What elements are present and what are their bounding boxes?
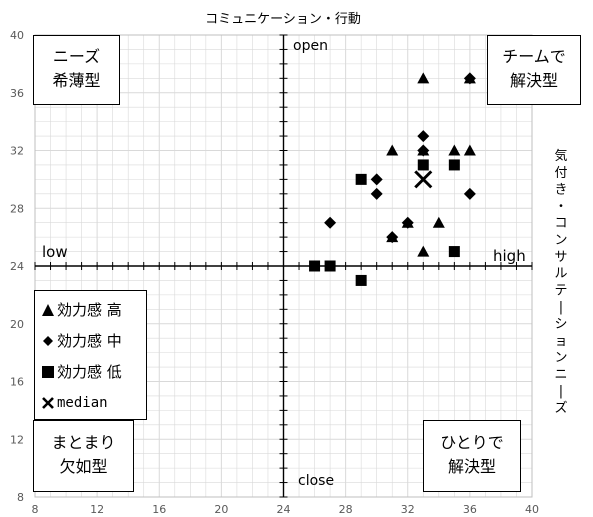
point-low — [355, 173, 367, 185]
point-low — [448, 159, 460, 171]
point-high — [417, 72, 430, 84]
axis-label-open: open — [293, 38, 328, 54]
axis-label-low: low — [42, 243, 68, 261]
axis-label-high: high — [493, 247, 526, 265]
point-high — [432, 216, 445, 228]
quadrant-top-right-line1: チームで — [502, 47, 566, 66]
y-axis-title: 気付き・コンサルテ|ションニ|ズ — [554, 148, 567, 416]
point-mid — [463, 187, 476, 200]
tick-labels: 8 12 16 20 24 28 32 36 40 8 12 16 20 24 28 32 36 40 — [10, 29, 539, 516]
x-tick-label: 36 — [463, 503, 477, 516]
y-tick-label: 24 — [10, 260, 24, 273]
y-tick-label: 8 — [17, 491, 24, 504]
quadrant-top-right: チームで 解決型 — [487, 35, 581, 105]
quadrant-top-left-line2: 希薄型 — [52, 71, 101, 90]
legend-item-high: 効力感 高 — [35, 294, 146, 325]
y-tick-label: 36 — [10, 87, 24, 100]
x-tick-label: 8 — [32, 503, 39, 516]
point-low — [355, 274, 367, 286]
point-low — [448, 246, 460, 258]
data-points — [309, 72, 476, 286]
quadrant-bottom-left: まとまり 欠如型 — [33, 420, 134, 492]
quadrant-bottom-left-line2: 欠如型 — [59, 457, 108, 476]
point-mid — [386, 231, 399, 244]
diamond-marker-icon — [43, 335, 53, 346]
x-tick-label: 20 — [214, 503, 228, 516]
y-tick-label: 28 — [10, 202, 24, 215]
point-mid — [417, 144, 430, 157]
quadrant-bottom-right-line2: 解決型 — [447, 457, 496, 476]
point-low — [309, 260, 321, 272]
x-marker-icon — [42, 396, 54, 409]
point-median — [414, 170, 433, 189]
legend-item-low: 効力感 低 — [35, 356, 146, 387]
x-tick-label: 32 — [401, 503, 415, 516]
legend: 効力感 高 効力感 中 効力感 低 median — [34, 290, 147, 420]
legend-item-mid: 効力感 中 — [35, 325, 146, 356]
legend-label-low: 効力感 低 — [57, 363, 122, 381]
point-mid — [417, 130, 430, 143]
legend-item-median: median — [35, 387, 146, 418]
x-tick-label: 16 — [152, 503, 166, 516]
legend-label-median: median — [57, 394, 108, 411]
y-tick-label: 20 — [10, 318, 24, 331]
x-tick-label: 40 — [525, 503, 539, 516]
point-mid — [370, 187, 383, 200]
y-tick-label: 40 — [10, 29, 24, 42]
quadrant-top-left: ニーズ 希薄型 — [33, 35, 120, 105]
x-tick-label: 12 — [90, 503, 104, 516]
quadrant-bottom-right-line1: ひとりで — [440, 433, 504, 452]
quadrant-top-left-line1: ニーズ — [52, 47, 101, 66]
triangle-marker-icon — [42, 303, 54, 316]
x-tick-label: 24 — [277, 503, 291, 516]
chart-title: コミュニケーション・行動 — [205, 12, 361, 27]
point-high — [448, 144, 461, 156]
legend-label-mid: 効力感 中 — [57, 332, 122, 350]
y-tick-label: 16 — [10, 376, 24, 389]
quadrant-bottom-left-line1: まとまり — [51, 433, 116, 452]
point-high — [463, 144, 476, 156]
point-low — [324, 260, 336, 272]
axes — [34, 34, 533, 498]
point-mid — [324, 216, 337, 229]
point-high — [417, 245, 430, 257]
x-tick-label: 28 — [339, 503, 353, 516]
quadrant-top-right-line2: 解決型 — [509, 71, 558, 90]
point-mid — [463, 72, 476, 85]
point-mid — [370, 173, 383, 186]
y-tick-label: 32 — [10, 145, 24, 158]
legend-label-high: 効力感 高 — [57, 301, 122, 319]
quadrant-bottom-right: ひとりで 解決型 — [423, 420, 521, 492]
point-mid — [401, 216, 414, 229]
point-high — [386, 144, 399, 156]
point-low — [417, 159, 429, 171]
axis-label-close: close — [298, 473, 334, 489]
y-tick-label: 12 — [10, 433, 24, 446]
square-marker-icon — [42, 365, 54, 378]
